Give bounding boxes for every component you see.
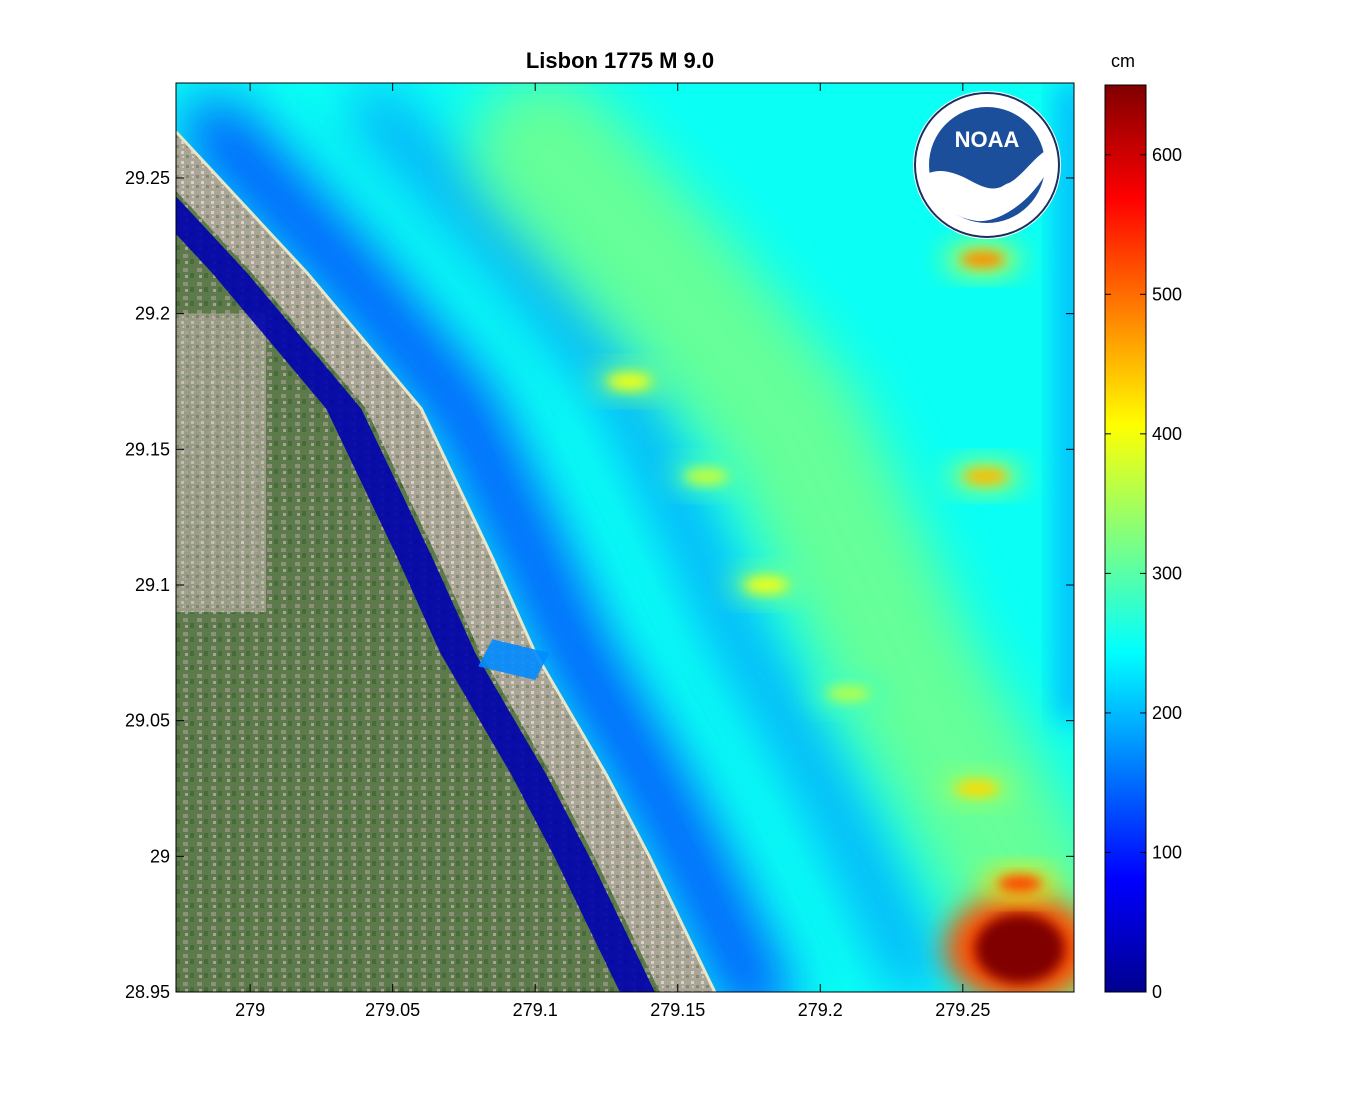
- y-tick-label: 28.95: [125, 982, 170, 1002]
- hotspot: [591, 367, 668, 396]
- noaa-logo-text: NOAA: [955, 127, 1020, 152]
- x-tick-label: 279.05: [365, 1000, 420, 1020]
- offshore-trough: [351, 86, 940, 992]
- hotspot: [944, 893, 1074, 992]
- colorbar-ticks: 0 100 200 300 400 500 600: [1105, 145, 1182, 1002]
- x-axis: 279 279.05 279.1 279.15 279.2 279.25: [235, 83, 990, 1020]
- colorbar-unit-label: cm: [1111, 51, 1135, 71]
- colorbar-tick-label: 500: [1152, 284, 1182, 304]
- y-tick-label: 29.05: [125, 711, 170, 731]
- hotspot: [668, 462, 745, 491]
- colorbar-tick-label: 300: [1152, 563, 1182, 583]
- shelf-plume: [471, 83, 1074, 992]
- land-satellite-imagery: [176, 130, 717, 992]
- y-tick-label: 29.15: [125, 439, 170, 459]
- chart-title: Lisbon 1775 M 9.0: [526, 48, 714, 73]
- barrier-island: [176, 131, 715, 992]
- inland-urban: [176, 313, 266, 613]
- y-tick-label: 29.2: [135, 304, 170, 324]
- x-tick-label: 279.1: [513, 1000, 558, 1020]
- lagoon-channel: [176, 196, 655, 992]
- hotspot: [810, 679, 887, 708]
- colorbar-gradient: [1104, 84, 1147, 993]
- noaa-logo: NOAA: [913, 91, 1061, 239]
- colorbar-tick-label: 600: [1152, 145, 1182, 165]
- y-tick-label: 29.25: [125, 168, 170, 188]
- hotspot: [944, 245, 1021, 274]
- shoreline: [176, 130, 717, 992]
- plot-area: [176, 83, 1074, 992]
- x-tick-label: 279.25: [935, 1000, 990, 1020]
- hotspot: [947, 462, 1024, 491]
- y-tick-label: 29.1: [135, 575, 170, 595]
- colorbar-tick-label: 100: [1152, 842, 1182, 862]
- y-axis: 29.25 29.2 29.15 29.1 29.05 29 28.95: [125, 168, 1074, 1002]
- colorbar-tick-label: 400: [1152, 424, 1182, 444]
- nearshore-trough: [181, 96, 790, 992]
- colorbar-tick-label: 0: [1152, 982, 1162, 1002]
- x-tick-label: 279: [235, 1000, 265, 1020]
- hotspot: [981, 869, 1058, 898]
- inlet: [478, 639, 550, 680]
- lagoon-inundation: [176, 196, 655, 992]
- x-tick-label: 279.15: [650, 1000, 705, 1020]
- eastern-edge-band: [1056, 83, 1074, 721]
- plot-frame: [175, 82, 1075, 993]
- x-tick-label: 279.2: [798, 1000, 843, 1020]
- y-tick-label: 29: [150, 846, 170, 866]
- colorbar-tick-label: 200: [1152, 703, 1182, 723]
- hotspot: [728, 570, 805, 599]
- colorbar: cm 0 100 200 300 400 500 600: [1104, 51, 1182, 1002]
- hotspot: [939, 774, 1016, 803]
